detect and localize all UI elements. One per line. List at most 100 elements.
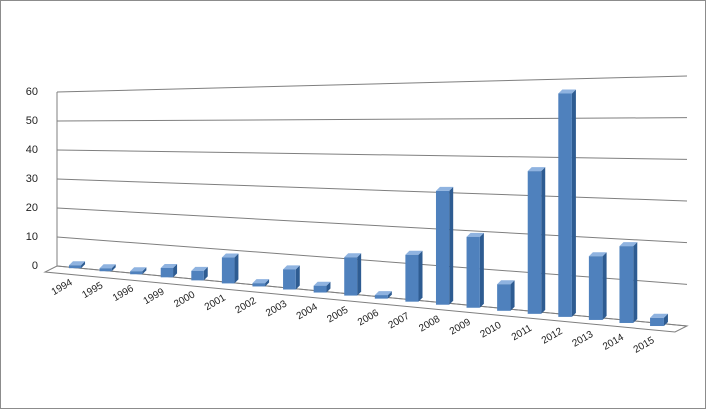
- bar-side: [357, 253, 362, 296]
- bar-side: [541, 167, 546, 314]
- bar-1994: [68, 261, 86, 269]
- gridline: [56, 236, 688, 285]
- y-tick-label: 20: [26, 202, 38, 214]
- bar-2006: [374, 291, 392, 299]
- x-tick-label: 1994: [50, 277, 75, 298]
- bar-front: [619, 246, 634, 323]
- bar-2000: [191, 266, 208, 281]
- bar-front: [252, 283, 266, 287]
- bar-side: [203, 266, 208, 281]
- bar-top: [619, 242, 638, 247]
- bar-2010: [497, 280, 515, 311]
- bar-front: [160, 267, 174, 278]
- bar-top: [68, 261, 86, 266]
- bar-side: [602, 252, 607, 320]
- x-tick-label: 2007: [387, 311, 412, 332]
- bar-side: [295, 265, 300, 290]
- bar-1995: [99, 264, 116, 272]
- bar-side: [81, 261, 86, 269]
- x-tick-label: 1996: [111, 283, 136, 304]
- bar-top: [435, 186, 454, 191]
- bar-side: [234, 253, 239, 284]
- bar-top: [650, 313, 668, 318]
- bar-2001: [221, 253, 239, 284]
- bar-side: [111, 264, 116, 272]
- x-tick-label: 1995: [80, 280, 105, 301]
- bar-top: [313, 281, 331, 286]
- gridline: [56, 117, 688, 122]
- x-tick-label: 2005: [325, 304, 350, 325]
- bar-top: [466, 232, 484, 237]
- y-tick-label: 0: [32, 260, 38, 272]
- x-tick-label: 2015: [632, 335, 657, 356]
- bar-front: [466, 236, 480, 308]
- gridline: [56, 207, 688, 244]
- gridline: [56, 75, 688, 93]
- bar-top: [497, 280, 515, 285]
- bar-front: [130, 271, 143, 275]
- y-axis-tick-labels: 0 10 20 30 40 50 60: [26, 86, 38, 272]
- bar-side: [142, 267, 147, 275]
- bar-2008: [435, 186, 454, 305]
- x-tick-label: 2010: [479, 320, 504, 341]
- bar-side: [418, 250, 423, 302]
- x-tick-label: 1999: [142, 286, 167, 307]
- bar-top: [527, 167, 546, 172]
- bar-1996: [130, 267, 147, 275]
- bar-front: [435, 190, 450, 305]
- bar-top: [221, 253, 239, 258]
- bar-side: [633, 242, 638, 323]
- bar-2002: [252, 279, 270, 287]
- x-tick-label: 2008: [417, 314, 442, 335]
- bar-top: [130, 267, 147, 272]
- bar-top: [344, 253, 362, 258]
- bar-top: [99, 264, 116, 269]
- bar-2009: [466, 232, 484, 308]
- bar-side: [663, 313, 668, 327]
- bar-2011: [527, 167, 546, 314]
- bar-2012: [558, 89, 576, 317]
- bar-1999: [160, 263, 178, 278]
- y-tick-label: 10: [26, 231, 38, 243]
- bar-front: [313, 285, 327, 293]
- bar-side: [387, 291, 392, 299]
- bar-top: [252, 279, 270, 284]
- x-tick-label: 2000: [172, 289, 197, 310]
- bar-front: [283, 269, 296, 290]
- bar-front: [650, 317, 664, 327]
- bar-side: [326, 281, 331, 293]
- bar-side: [265, 279, 270, 287]
- x-tick-label: 2009: [448, 317, 473, 338]
- y-tick-label: 60: [26, 86, 38, 98]
- bar-2004: [313, 281, 331, 293]
- bar-front: [497, 284, 511, 311]
- bar-front: [405, 254, 419, 302]
- x-tick-label: 2012: [540, 326, 565, 347]
- bar-side: [173, 263, 178, 278]
- bar-side: [449, 186, 454, 305]
- gridline: [56, 149, 688, 160]
- bar-top: [405, 250, 423, 255]
- bar-2014: [619, 242, 638, 323]
- bar-side: [510, 280, 515, 311]
- x-tick-label: 2013: [570, 329, 595, 350]
- x-tick-label: 2014: [601, 332, 626, 353]
- gridlines: [56, 75, 688, 327]
- bars: [68, 89, 668, 327]
- bar-2015: [650, 313, 668, 327]
- bar-front: [99, 268, 112, 272]
- gridline: [56, 178, 688, 202]
- bar-top: [558, 89, 576, 94]
- bar-top: [588, 252, 607, 257]
- bar-front: [221, 257, 235, 284]
- bar-side: [571, 89, 576, 317]
- bar-front: [344, 257, 358, 296]
- y-tick-label: 30: [26, 173, 38, 185]
- y-tick-label: 50: [26, 115, 38, 127]
- bar-top: [160, 263, 178, 268]
- x-tick-label: 2004: [295, 301, 320, 322]
- bar-front: [558, 93, 572, 317]
- bar-front: [588, 256, 603, 320]
- bar-top: [374, 291, 392, 296]
